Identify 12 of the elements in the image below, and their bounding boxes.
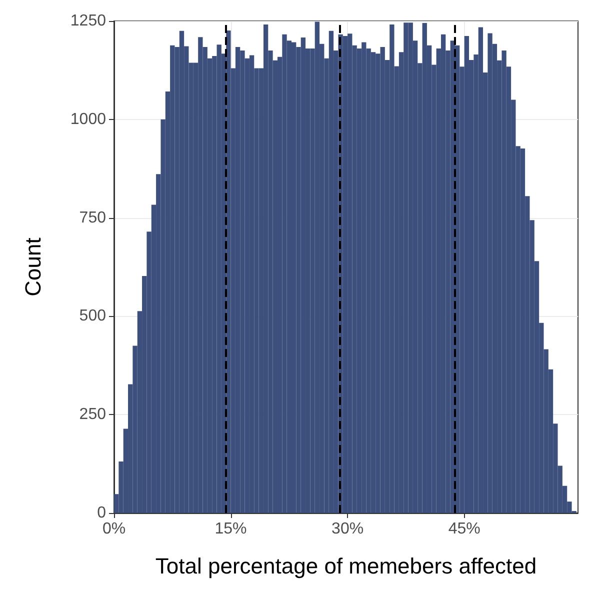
y-tick-label: 500 bbox=[79, 308, 106, 325]
y-axis-title: Count bbox=[20, 238, 46, 296]
y-tick-label: 1250 bbox=[70, 12, 106, 30]
x-tick-label: 45% bbox=[448, 520, 480, 538]
y-tick-label: 250 bbox=[79, 406, 106, 424]
x-tick-label: 0% bbox=[102, 520, 126, 538]
x-axis-title: Total percentage of memebers affected bbox=[155, 554, 537, 578]
y-tick-label: 1000 bbox=[70, 110, 106, 128]
x-tick-label: 30% bbox=[332, 520, 364, 538]
y-tick-label: 0 bbox=[97, 504, 106, 522]
y-tick-label: 750 bbox=[79, 209, 106, 226]
x-tick-label: 15% bbox=[214, 520, 247, 538]
